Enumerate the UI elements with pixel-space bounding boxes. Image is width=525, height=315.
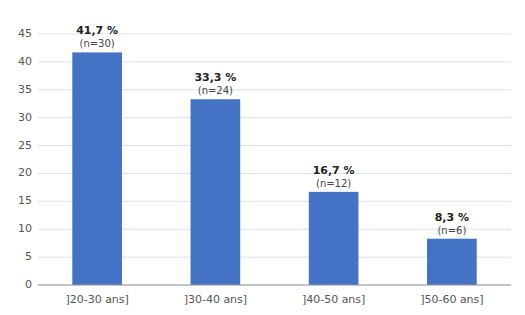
data-labels: 41,7 %(n=30) 33,3 %(n=24) 16,7 %(n=12) 8,3 … [76,24,469,235]
data-label: 8,3 % [435,211,469,224]
bars [72,52,476,285]
y-tick-label: 30 [18,111,32,124]
grid-line [38,285,511,286]
data-label: 41,7 % [76,24,118,37]
chart-container: 0 5 10 15 20 25 30 35 40 45 ]20-30 ans] ]30-40 ans]… [0,0,525,315]
y-tick-label: 40 [18,55,32,68]
x-tick-label: ]30-40 ans] [184,293,248,306]
annotation: (n=6) [437,225,466,236]
x-axis: ]20-30 ans] ]30-40 ans] ]40-50 ans] ]50-60 … [65,293,483,306]
y-tick-label: 45 [18,27,32,40]
y-axis: 0 5 10 15 20 25 30 35 40 45 [18,27,511,291]
x-axis-line [38,285,511,286]
chart: 0 5 10 15 20 25 30 35 40 45 ]20-30 ans] ]30-40 ans]… [0,0,525,315]
bar [309,192,359,285]
bar [72,52,122,285]
y-tick-label: 10 [18,222,32,235]
x-tick-label: ]20-30 ans] [65,293,129,306]
data-label: 33,3 % [194,71,236,84]
y-tick-label: 25 [18,139,32,152]
x-tick-label: ]40-50 ans] [302,293,366,306]
annotation: (n=30) [80,38,115,49]
y-tick-label: 15 [18,194,32,207]
x-tick-label: ]50-60 ans] [420,293,484,306]
data-label: 16,7 % [313,164,355,177]
y-tick-label: 20 [18,166,32,179]
y-tick-label: 0 [25,278,32,291]
bar [191,99,241,285]
y-tick-label: 35 [18,83,32,96]
annotation: (n=12) [316,178,351,189]
annotation: (n=24) [198,85,233,96]
bar [427,239,477,285]
y-tick-label: 5 [25,250,32,263]
